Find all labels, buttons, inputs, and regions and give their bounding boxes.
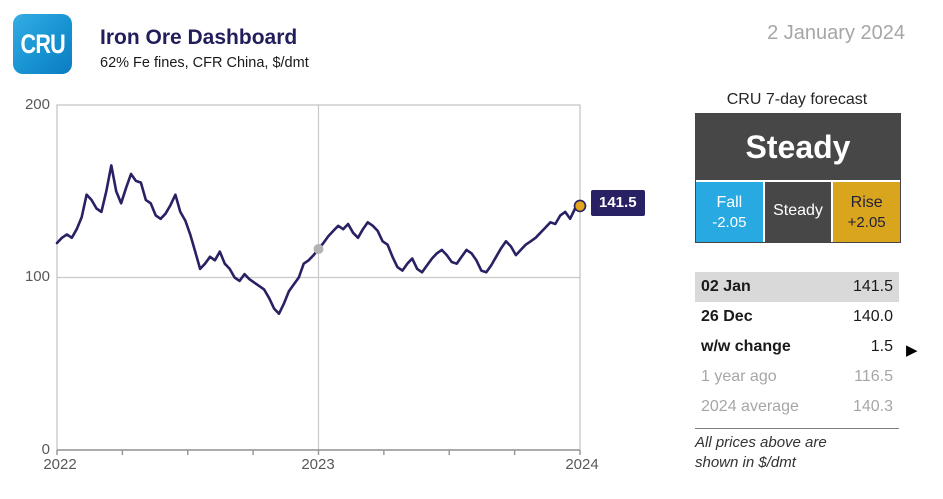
forecast-option-steady: Steady [764, 182, 832, 242]
page-subtitle: 62% Fe fines, CFR China, $/dmt [100, 55, 309, 71]
steady-label: Steady [773, 201, 823, 219]
row-value: 116.5 [854, 368, 893, 385]
footnote: All prices above are shown in $/dmt [695, 433, 899, 473]
year-ago-marker [313, 244, 324, 255]
y-tick-0: 0 [41, 441, 50, 458]
row-value: 140.3 [852, 398, 893, 415]
table-row-average: 2024 average 140.3 [695, 392, 899, 422]
stats-table: 02 Jan 141.5 26 Dec 140.0 w/w change 1.5… [695, 272, 899, 422]
x-tick-2023: 2023 [301, 456, 335, 473]
row-value: 140.0 [852, 308, 893, 325]
y-tick-200: 200 [24, 96, 50, 113]
forecast-headline: Steady [696, 114, 900, 180]
forecast-option-rise: Rise +2.05 [833, 182, 900, 242]
cru-logo-text: CRU [20, 28, 65, 59]
table-separator [695, 428, 899, 429]
row-value: 141.5 [852, 278, 893, 295]
row-label: 2024 average [701, 398, 799, 415]
footnote-line-1: All prices above are [695, 434, 827, 451]
cru-logo: CRU [13, 14, 72, 74]
latest-price-label: 141.5 [591, 190, 645, 216]
page-title: Iron Ore Dashboard [100, 26, 298, 49]
ww-change-arrow-icon: ▶ [906, 342, 918, 359]
table-row-year-ago: 1 year ago 116.5 [695, 362, 899, 392]
x-tick-2024: 2024 [565, 456, 599, 473]
footnote-line-2: shown in $/dmt [695, 454, 796, 471]
row-label: 1 year ago [701, 368, 777, 385]
row-label: w/w change [701, 338, 791, 355]
chart-markers [313, 199, 587, 255]
row-label: 26 Dec [701, 308, 753, 325]
forecast-options-row: Fall -2.05 Steady Rise +2.05 [696, 182, 900, 242]
forecast-title: CRU 7-day forecast [726, 91, 868, 108]
x-axis-ticks [56, 450, 581, 455]
report-date: 2 January 2024 [767, 22, 905, 44]
forecast-panel: Steady Fall -2.05 Steady Rise +2.05 [695, 113, 901, 243]
x-tick-2022: 2022 [43, 456, 77, 473]
fall-label: Fall [716, 193, 743, 211]
table-row-previous: 26 Dec 140.0 [695, 302, 899, 332]
latest-marker [573, 199, 587, 213]
rise-label: Rise [850, 193, 883, 211]
y-tick-100: 100 [24, 268, 50, 285]
forecast-option-fall: Fall -2.05 [696, 182, 763, 242]
table-row-ww-change: w/w change 1.5 [695, 332, 899, 362]
rise-value: +2.05 [847, 213, 886, 231]
fall-value: -2.05 [712, 213, 747, 231]
table-row-latest: 02 Jan 141.5 [695, 272, 899, 302]
row-label: 02 Jan [701, 278, 751, 295]
row-value: 1.5 [870, 338, 893, 355]
